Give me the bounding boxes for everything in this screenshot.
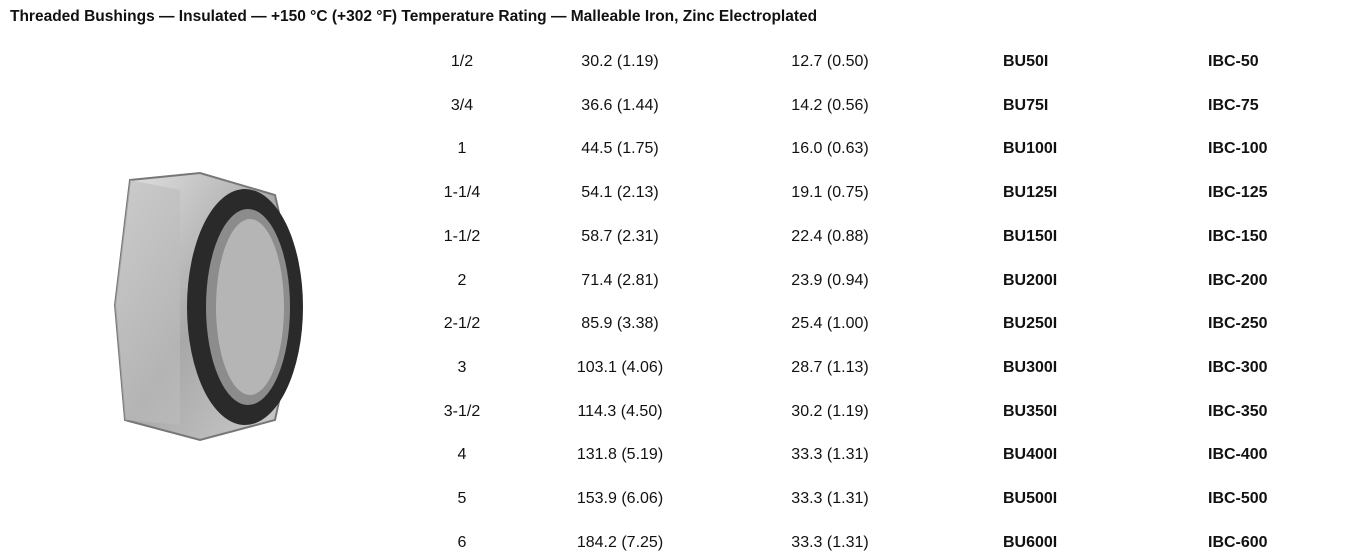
trade-size: 6 bbox=[458, 534, 467, 552]
catalog-number: BU300I bbox=[1003, 359, 1057, 377]
alt-number: IBC-200 bbox=[1208, 272, 1268, 290]
length: 33.3 (1.31) bbox=[791, 446, 868, 464]
trade-size: 5 bbox=[458, 490, 467, 508]
length: 19.1 (0.75) bbox=[791, 184, 868, 202]
alt-number: IBC-50 bbox=[1208, 53, 1259, 71]
length: 23.9 (0.94) bbox=[791, 272, 868, 290]
alt-number: IBC-350 bbox=[1208, 403, 1268, 421]
diameter: 114.3 (4.50) bbox=[577, 403, 662, 421]
catalog-number: BU350I bbox=[1003, 403, 1057, 421]
catalog-number: BU500I bbox=[1003, 490, 1057, 508]
length: 22.4 (0.88) bbox=[791, 228, 868, 246]
trade-size: 1-1/4 bbox=[444, 184, 480, 202]
catalog-number: BU125I bbox=[1003, 184, 1057, 202]
diameter: 153.9 (6.06) bbox=[577, 490, 663, 508]
alt-number: IBC-75 bbox=[1208, 97, 1259, 115]
length: 16.0 (0.63) bbox=[791, 140, 868, 158]
alt-number: IBC-400 bbox=[1208, 446, 1268, 464]
catalog-number: BU100I bbox=[1003, 140, 1057, 158]
trade-size: 2-1/2 bbox=[444, 315, 480, 333]
catalog-number: BU150I bbox=[1003, 228, 1057, 246]
diameter: 44.5 (1.75) bbox=[581, 140, 658, 158]
diameter: 30.2 (1.19) bbox=[581, 53, 658, 71]
diameter: 131.8 (5.19) bbox=[577, 446, 663, 464]
catalog-number: BU600I bbox=[1003, 534, 1057, 552]
length: 30.2 (1.19) bbox=[791, 403, 868, 421]
alt-number: IBC-250 bbox=[1208, 315, 1268, 333]
alt-number: IBC-500 bbox=[1208, 490, 1268, 508]
diameter: 36.6 (1.44) bbox=[581, 97, 658, 115]
diameter: 71.4 (2.81) bbox=[581, 272, 658, 290]
alt-number: IBC-150 bbox=[1208, 228, 1268, 246]
catalog-number: BU200I bbox=[1003, 272, 1057, 290]
product-photo bbox=[110, 165, 310, 445]
length: 12.7 (0.50) bbox=[791, 53, 868, 71]
diameter: 184.2 (7.25) bbox=[577, 534, 663, 552]
title: Threaded Bushings — Insulated — +150 °C … bbox=[10, 8, 817, 26]
trade-size: 2 bbox=[458, 272, 467, 290]
diameter: 85.9 (3.38) bbox=[581, 315, 658, 333]
catalog-number: BU75I bbox=[1003, 97, 1048, 115]
length: 28.7 (1.13) bbox=[791, 359, 868, 377]
page: {"title": "Threaded Bushings — Insulated… bbox=[0, 0, 1346, 559]
trade-size: 1-1/2 bbox=[444, 228, 480, 246]
trade-size: 4 bbox=[458, 446, 467, 464]
trade-size: 1/2 bbox=[451, 53, 473, 71]
trade-size: 3-1/2 bbox=[444, 403, 480, 421]
length: 14.2 (0.56) bbox=[791, 97, 868, 115]
diameter: 103.1 (4.06) bbox=[577, 359, 663, 377]
catalog-number: BU400I bbox=[1003, 446, 1057, 464]
length: 25.4 (1.00) bbox=[791, 315, 868, 333]
length: 33.3 (1.31) bbox=[791, 534, 868, 552]
trade-size: 3 bbox=[458, 359, 467, 377]
trade-size: 3/4 bbox=[451, 97, 473, 115]
alt-number: IBC-100 bbox=[1208, 140, 1268, 158]
length: 33.3 (1.31) bbox=[791, 490, 868, 508]
diameter: 58.7 (2.31) bbox=[581, 228, 658, 246]
alt-number: IBC-125 bbox=[1208, 184, 1268, 202]
diameter: 54.1 (2.13) bbox=[581, 184, 658, 202]
catalog-number: BU250I bbox=[1003, 315, 1057, 333]
trade-size: 1 bbox=[458, 140, 467, 158]
alt-number: IBC-300 bbox=[1208, 359, 1268, 377]
alt-number: IBC-600 bbox=[1208, 534, 1268, 552]
catalog-number: BU50I bbox=[1003, 53, 1048, 71]
